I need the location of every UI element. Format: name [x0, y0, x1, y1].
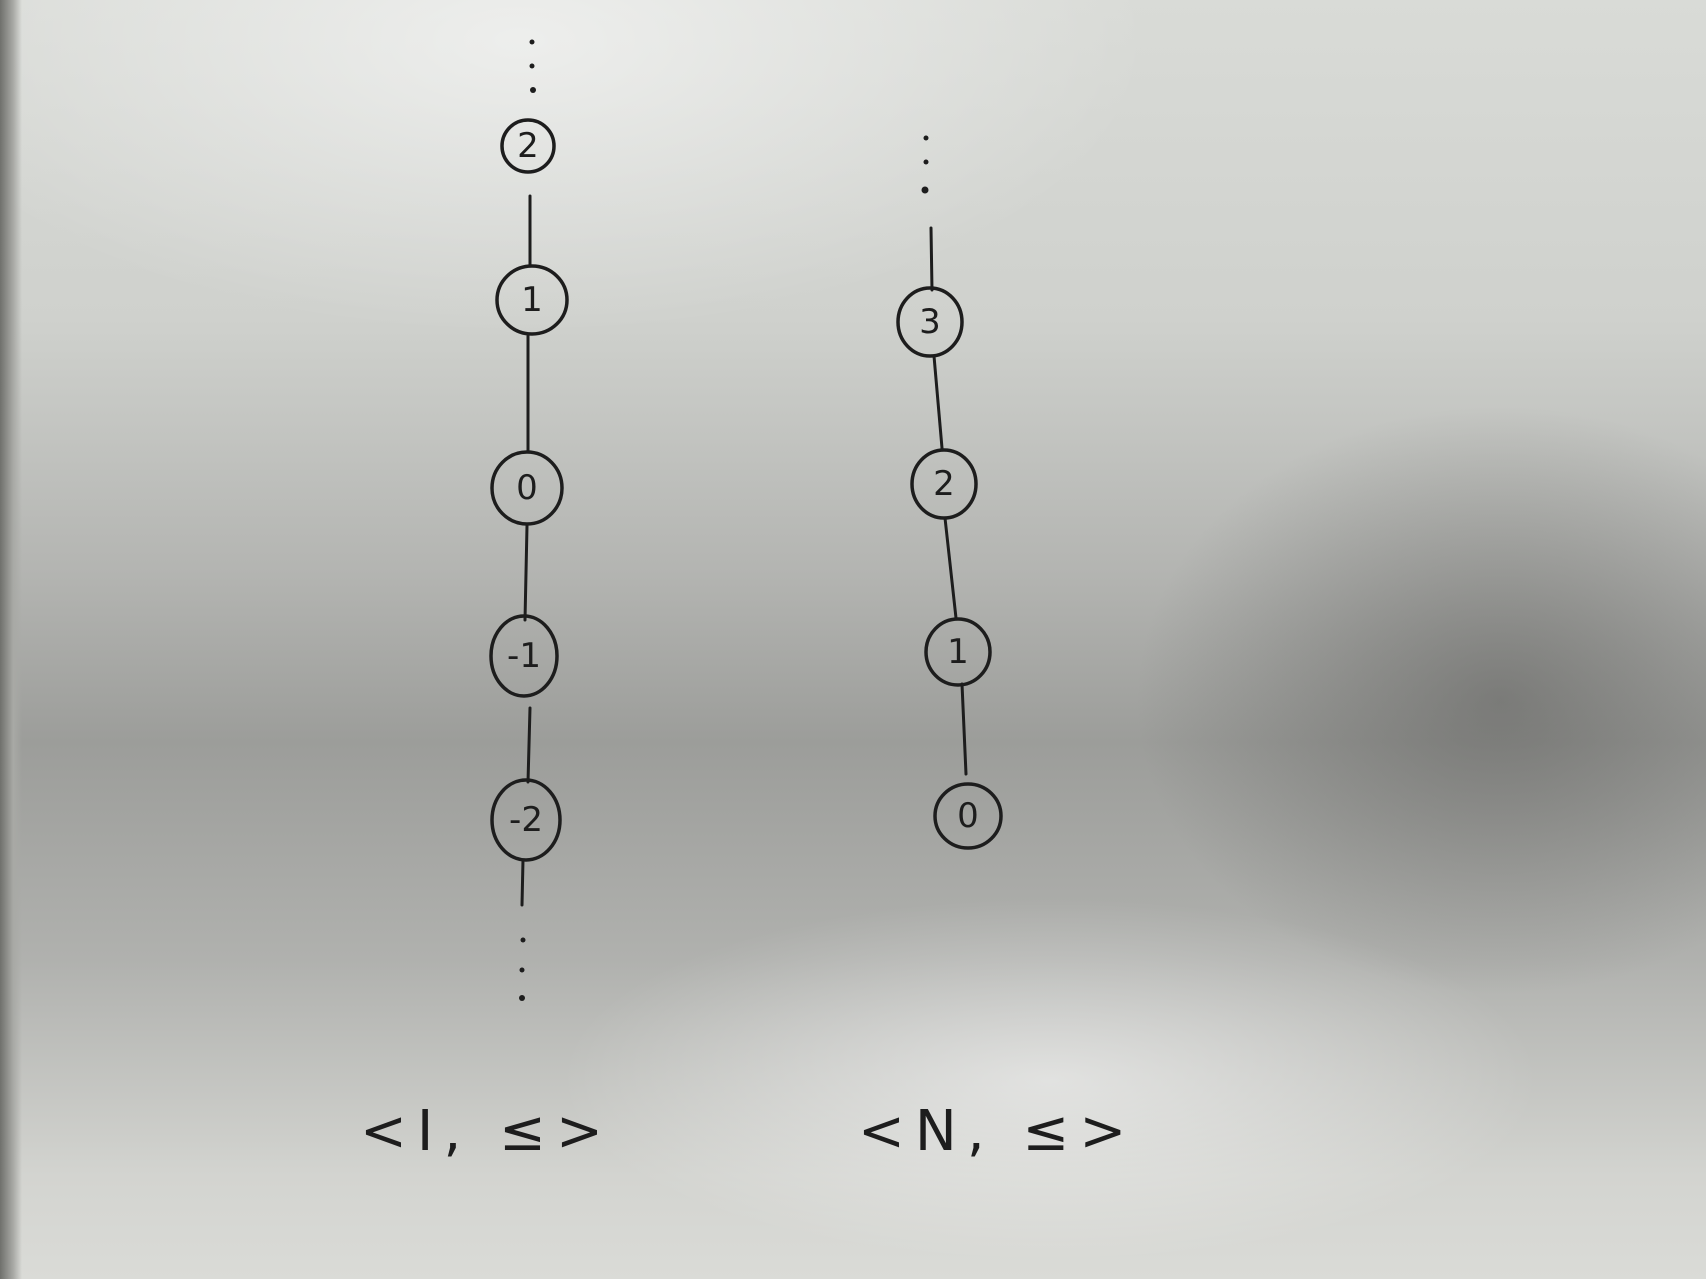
node-3: 3	[896, 286, 964, 358]
node-label: -2	[509, 800, 543, 840]
node-neg1: -1	[489, 614, 559, 698]
edge-neg2-below	[520, 858, 525, 907]
node-1: 1	[495, 264, 569, 336]
node-label: 1	[947, 632, 969, 672]
continuation-dots-top	[529, 39, 536, 93]
node-label: 3	[919, 302, 941, 342]
node-label: 1	[521, 280, 543, 320]
edge-above-3	[929, 226, 934, 292]
caption-integers: <I, ≤>	[360, 1099, 613, 1164]
node-neg2: -2	[490, 778, 562, 862]
integer-chain: 2 1 0 -1 -2 <I, ≤>	[360, 39, 613, 1164]
paper-edge-shadow	[0, 0, 22, 1279]
node-0: 0	[933, 782, 1003, 850]
node-label: 0	[957, 796, 979, 836]
edge-2-1	[943, 516, 958, 620]
node-label: 2	[933, 464, 955, 504]
node-1: 1	[924, 617, 992, 687]
edge-3-2	[932, 354, 944, 450]
caption-naturals: <N, ≤>	[858, 1099, 1136, 1164]
edge-1-0	[960, 682, 968, 776]
node-label: 2	[517, 126, 539, 166]
edge-neg1-neg2	[526, 706, 532, 784]
node-2: 2	[910, 448, 978, 520]
edge-0-neg1	[523, 524, 529, 622]
continuation-dots-top	[921, 135, 929, 194]
natural-chain: 3 2 1 0 <N, ≤>	[858, 135, 1136, 1164]
node-label: 0	[516, 468, 538, 508]
node-label: -1	[507, 636, 541, 676]
node-0: 0	[490, 450, 564, 526]
continuation-dots-bottom	[519, 937, 526, 1001]
node-2: 2	[500, 118, 556, 174]
